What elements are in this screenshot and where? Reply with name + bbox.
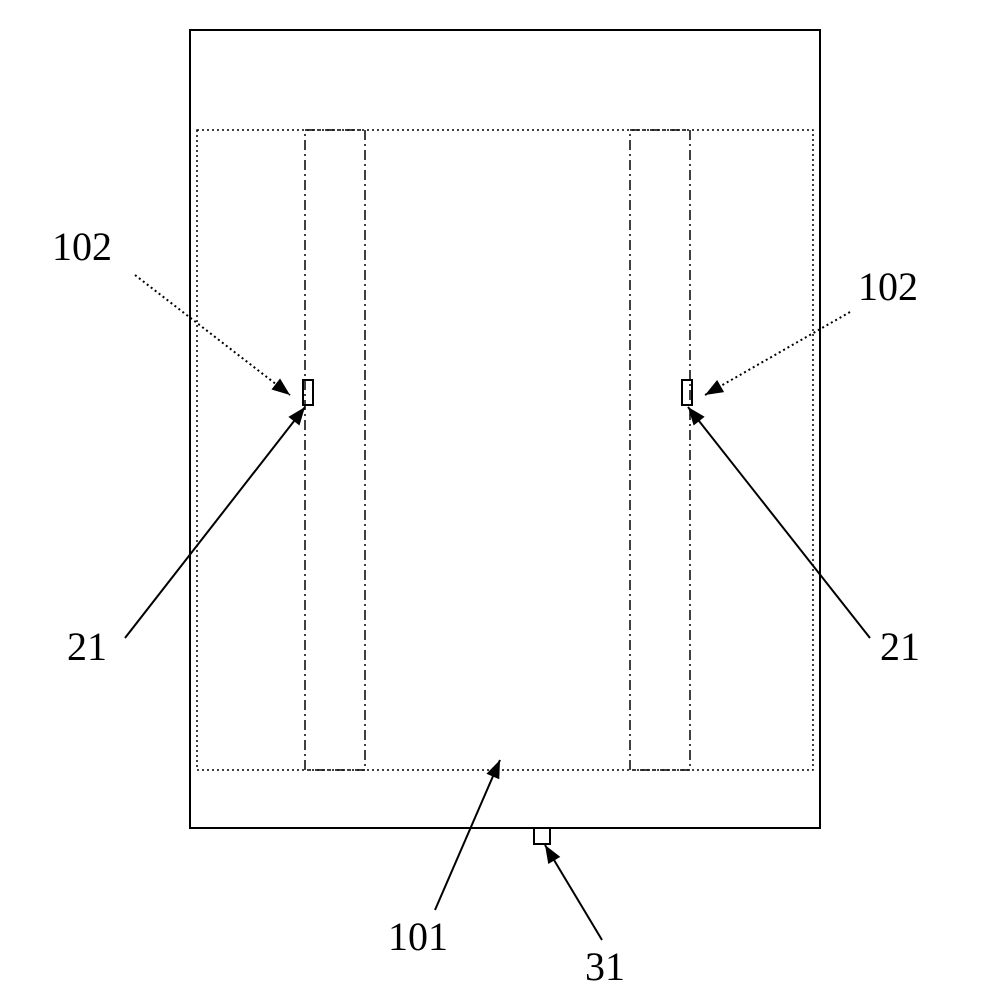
l21_left-arrowhead xyxy=(288,407,305,426)
l102_right-arrowhead xyxy=(705,380,724,395)
bottom-stub xyxy=(534,828,550,844)
outer-rect xyxy=(190,30,820,828)
l101-line xyxy=(435,760,500,910)
dotted-rect xyxy=(197,130,813,770)
l21_right-label: 21 xyxy=(880,624,920,669)
l102_right-line xyxy=(705,312,850,395)
l102_left-label: 102 xyxy=(52,224,112,269)
l21_right-line xyxy=(688,407,870,638)
l102_right-label: 102 xyxy=(858,264,918,309)
l102_left-line xyxy=(135,275,290,395)
inner-column-right xyxy=(630,130,690,770)
l21_left-label: 21 xyxy=(67,624,107,669)
l21_left-line xyxy=(125,407,305,638)
l102_left-arrowhead xyxy=(271,378,290,395)
l101-label: 101 xyxy=(388,914,448,959)
l31-arrowhead xyxy=(545,845,560,864)
inner-column-left xyxy=(305,130,365,770)
l31-label: 31 xyxy=(585,944,625,989)
technical-diagram: 102 102 21 21 101 31 xyxy=(0,0,989,1000)
